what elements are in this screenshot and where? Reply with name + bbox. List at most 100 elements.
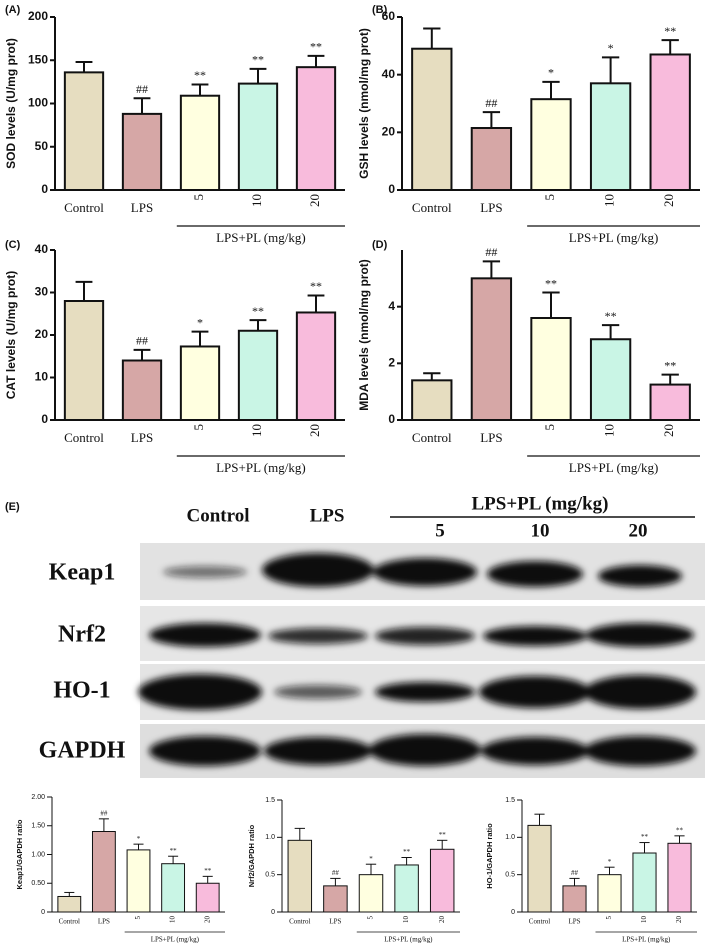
- bar: [63, 300, 105, 421]
- x-tick-label: LPS: [480, 430, 502, 445]
- y-axis-label: MDA levels (nmol/mg prot): [357, 259, 371, 411]
- blot-image: [138, 543, 705, 778]
- bar: [161, 863, 186, 913]
- y-tick-label: 0: [511, 909, 515, 916]
- bar: [91, 831, 116, 913]
- significance-label: **: [403, 848, 411, 856]
- significance-label: ##: [332, 869, 340, 877]
- group-label: LPS+PL (mg/kg): [569, 230, 659, 245]
- x-tick-label: LPS: [98, 918, 110, 926]
- row-label: Keap1: [49, 560, 116, 586]
- y-tick-label: 10: [35, 370, 49, 384]
- significance-label: *: [548, 66, 554, 80]
- x-tick-label: 20: [203, 916, 211, 924]
- x-tick-label: 10: [602, 194, 617, 207]
- x-tick-label: LPS: [568, 918, 580, 926]
- y-tick-label: 100: [28, 96, 48, 110]
- significance-label: **: [664, 24, 676, 38]
- y-tick-label: 200: [28, 9, 48, 23]
- y-tick-label: 1.00: [31, 851, 45, 858]
- bar: [358, 874, 384, 913]
- x-tick-label: 5: [605, 916, 613, 920]
- panel-label: (E): [5, 501, 20, 513]
- bar: [667, 842, 692, 913]
- y-tick-label: 0: [388, 182, 395, 196]
- x-tick-label: 5: [134, 916, 142, 920]
- x-tick-label: 20: [675, 916, 683, 924]
- significance-label: **: [310, 40, 322, 54]
- significance-label: **: [664, 358, 676, 372]
- x-tick-label: Control: [64, 430, 104, 445]
- significance-label: **: [310, 279, 322, 293]
- bar: [179, 345, 221, 422]
- y-tick-label: 0.50: [31, 880, 45, 887]
- y-axis-label: HO-1/GAPDH ratio: [485, 823, 494, 889]
- bar: [649, 53, 691, 191]
- x-tick-label: Control: [64, 200, 104, 215]
- bar: [530, 98, 572, 191]
- panel-label: (A): [5, 4, 21, 16]
- y-tick-label: 1.5: [265, 797, 275, 804]
- x-tick-label: 10: [402, 916, 410, 924]
- bar: [121, 359, 163, 421]
- y-tick-label: 2: [388, 356, 395, 370]
- bar: [323, 885, 348, 913]
- bar: [237, 82, 279, 191]
- significance-label: ##: [136, 334, 148, 348]
- significance-label: **: [252, 304, 264, 318]
- y-tick-label: 1.0: [505, 834, 515, 841]
- row-label: Nrf2: [58, 622, 106, 648]
- y-tick-label: 1.0: [265, 834, 275, 841]
- x-tick-label: 5: [191, 424, 206, 431]
- y-tick-label: 40: [382, 67, 396, 81]
- significance-label: *: [608, 858, 612, 866]
- bar: [126, 849, 151, 913]
- dose-label: 10: [531, 520, 550, 541]
- significance-label: ##: [100, 809, 108, 817]
- group-label: LPS+PL (mg/kg): [216, 230, 306, 245]
- y-axis-label: Keap1/GAPDH ratio: [15, 819, 24, 889]
- dose-label: 5: [435, 520, 445, 541]
- bar: [589, 338, 632, 421]
- bar: [429, 848, 455, 913]
- x-tick-label: LPS: [480, 200, 502, 215]
- bar: [411, 379, 453, 422]
- bar: [470, 127, 513, 191]
- y-axis-label: CAT levels (U/mg prot): [4, 271, 18, 399]
- y-tick-label: 40: [35, 242, 49, 256]
- x-tick-label: 20: [661, 424, 676, 437]
- x-tick-label: Control: [529, 918, 550, 926]
- y-tick-label: 1.50: [31, 823, 45, 830]
- bar: [527, 824, 552, 913]
- y-tick-label: 0: [41, 182, 48, 196]
- group-label: LPS+PL (mg/kg): [151, 936, 200, 944]
- group-label: LPS+PL (mg/kg): [569, 460, 659, 475]
- bar: [179, 94, 221, 191]
- y-tick-label: 0: [388, 412, 395, 426]
- panel-label: (C): [5, 239, 21, 251]
- x-tick-label: 10: [602, 424, 617, 437]
- lane-label: LPS: [310, 505, 345, 526]
- x-tick-label: Control: [59, 918, 80, 926]
- x-tick-label: 20: [438, 916, 446, 924]
- y-tick-label: 0.5: [505, 872, 515, 879]
- bar: [632, 852, 657, 913]
- x-tick-label: LPS: [131, 430, 153, 445]
- bar: [470, 277, 513, 422]
- x-tick-label: 5: [542, 424, 557, 431]
- x-tick-label: 10: [249, 194, 264, 207]
- bar: [530, 317, 572, 421]
- bar: [237, 329, 279, 421]
- group-label: LPS+PL (mg/kg): [472, 493, 609, 514]
- y-tick-label: 50: [35, 139, 49, 153]
- significance-label: ##: [485, 96, 497, 110]
- y-tick-label: 20: [35, 327, 49, 341]
- x-tick-label: 5: [542, 194, 557, 201]
- group-label: LPS+PL (mg/kg): [216, 460, 306, 475]
- x-tick-label: LPS: [131, 200, 153, 215]
- significance-label: **: [439, 831, 447, 839]
- x-tick-label: Control: [289, 918, 310, 926]
- x-tick-label: 5: [191, 194, 206, 201]
- bar: [597, 874, 622, 913]
